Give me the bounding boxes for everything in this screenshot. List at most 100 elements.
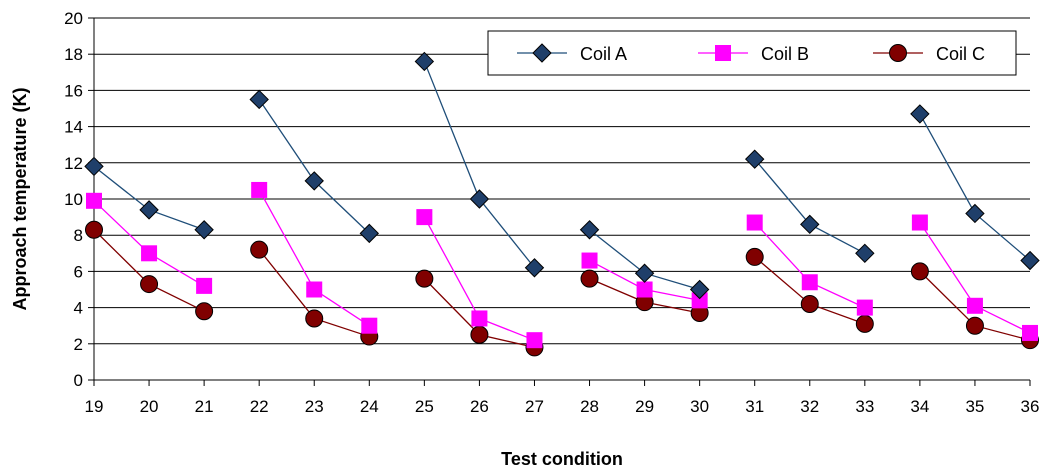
x-tick-label: 21 [195, 397, 214, 416]
y-tick-label: 4 [74, 299, 83, 318]
series-line-coil-a [754, 158, 866, 254]
x-tick-label: 23 [305, 397, 324, 416]
series-line-coil-a [93, 165, 205, 231]
y-tick-label: 12 [64, 154, 83, 173]
data-point-coil-c [965, 316, 984, 335]
x-axis-title: Test condition [501, 449, 623, 469]
series-coil-b [86, 181, 1038, 349]
data-point-coil-c [800, 294, 819, 313]
data-point-coil-c [745, 247, 764, 266]
data-point-coil-c [855, 314, 874, 333]
data-point-coil-b [526, 332, 543, 349]
y-tick-label: 10 [64, 190, 83, 209]
data-point-coil-a [304, 171, 324, 191]
data-point-coil-b [306, 281, 323, 298]
data-point-coil-a [744, 149, 765, 169]
x-tick-label: 26 [470, 397, 489, 416]
x-tick-label: 34 [910, 397, 929, 416]
data-point-coil-b [361, 317, 378, 334]
x-tick-label: 24 [360, 397, 379, 416]
series-line-coil-c [93, 229, 205, 312]
data-point-coil-c [140, 275, 159, 294]
data-point-coil-c [415, 269, 434, 288]
data-point-coil-b [746, 214, 763, 231]
legend-label-coil-b: Coil B [761, 44, 809, 64]
data-point-coil-b [141, 245, 158, 262]
legend: Coil A Coil B Coil C [487, 30, 1017, 76]
data-point-coil-b [856, 299, 873, 316]
x-tick-label: 20 [140, 397, 159, 416]
x-tick-label: 32 [800, 397, 819, 416]
series-line-coil-b [258, 189, 370, 327]
y-tick-label: 14 [64, 118, 83, 137]
legend-label-coil-a: Coil A [580, 44, 627, 64]
data-point-coil-b [471, 310, 488, 327]
data-point-coil-a [414, 51, 435, 72]
data-point-coil-a [689, 279, 710, 300]
data-point-coil-a [910, 104, 930, 124]
data-point-coil-a [1020, 250, 1040, 271]
x-tick-label: 22 [250, 397, 269, 416]
y-tick-label: 0 [74, 371, 83, 390]
data-point-coil-c [195, 302, 214, 321]
series-line-coil-a [919, 113, 1031, 262]
series-line-coil-a [258, 99, 370, 234]
data-point-coil-b [966, 297, 983, 314]
x-tick-label: 19 [85, 397, 104, 416]
data-point-coil-b [1022, 324, 1038, 341]
series-line-coil-a [423, 61, 535, 269]
x-tick-label: 30 [690, 397, 709, 416]
data-point-coil-b [416, 209, 433, 226]
data-point-coil-c [85, 220, 103, 239]
series-line-coil-c [754, 256, 866, 325]
data-point-coil-a [579, 220, 600, 240]
x-tick-label: 28 [580, 397, 599, 416]
y-tick-label: 8 [74, 226, 83, 245]
y-tick-label: 16 [64, 81, 83, 100]
x-tick-label: 31 [745, 397, 764, 416]
data-point-coil-a [965, 203, 985, 224]
data-point-coil-c [250, 240, 269, 259]
x-tick-label: 29 [635, 397, 654, 416]
x-tick-label: 25 [415, 397, 434, 416]
data-point-coil-b [251, 181, 268, 198]
series-layer [84, 51, 1040, 357]
data-point-coil-a [469, 189, 490, 209]
data-point-coil-b [636, 281, 653, 298]
series-line-coil-b [919, 222, 1031, 334]
x-tick-label: 35 [965, 397, 984, 416]
legend-label-coil-c: Coil C [936, 44, 985, 64]
data-point-coil-a [84, 156, 104, 177]
series-coil-c [85, 220, 1039, 357]
series-coil-a [84, 51, 1040, 300]
legend-entry-coil-b: Coil B [698, 44, 809, 64]
x-tick-label: 33 [855, 397, 874, 416]
data-point-coil-a [194, 220, 214, 240]
data-point-coil-a [634, 263, 655, 283]
data-point-coil-a [139, 200, 159, 220]
data-point-coil-b [196, 277, 213, 294]
legend-marker-coil-b [715, 45, 731, 61]
y-tick-label: 20 [64, 9, 83, 28]
y-tick-label: 2 [74, 335, 83, 354]
legend-entry-coil-a: Coil A [517, 43, 627, 64]
y-tick-label: 6 [74, 262, 83, 281]
x-tick-label: 36 [1021, 397, 1040, 416]
data-point-coil-b [581, 252, 598, 269]
y-axis-title: Approach temperature (K) [10, 87, 30, 310]
data-point-coil-c [470, 325, 489, 344]
data-point-coil-c [910, 262, 929, 281]
data-point-coil-a [855, 243, 875, 264]
legend-entry-coil-c: Coil C [873, 44, 985, 64]
data-point-coil-c [305, 309, 324, 328]
data-point-coil-b [801, 274, 818, 291]
y-tick-label: 18 [64, 45, 83, 64]
data-point-coil-a [359, 223, 380, 244]
data-point-coil-b [911, 214, 928, 231]
data-point-coil-a [524, 258, 545, 278]
legend-box [487, 30, 1017, 76]
data-point-coil-b [86, 192, 102, 209]
